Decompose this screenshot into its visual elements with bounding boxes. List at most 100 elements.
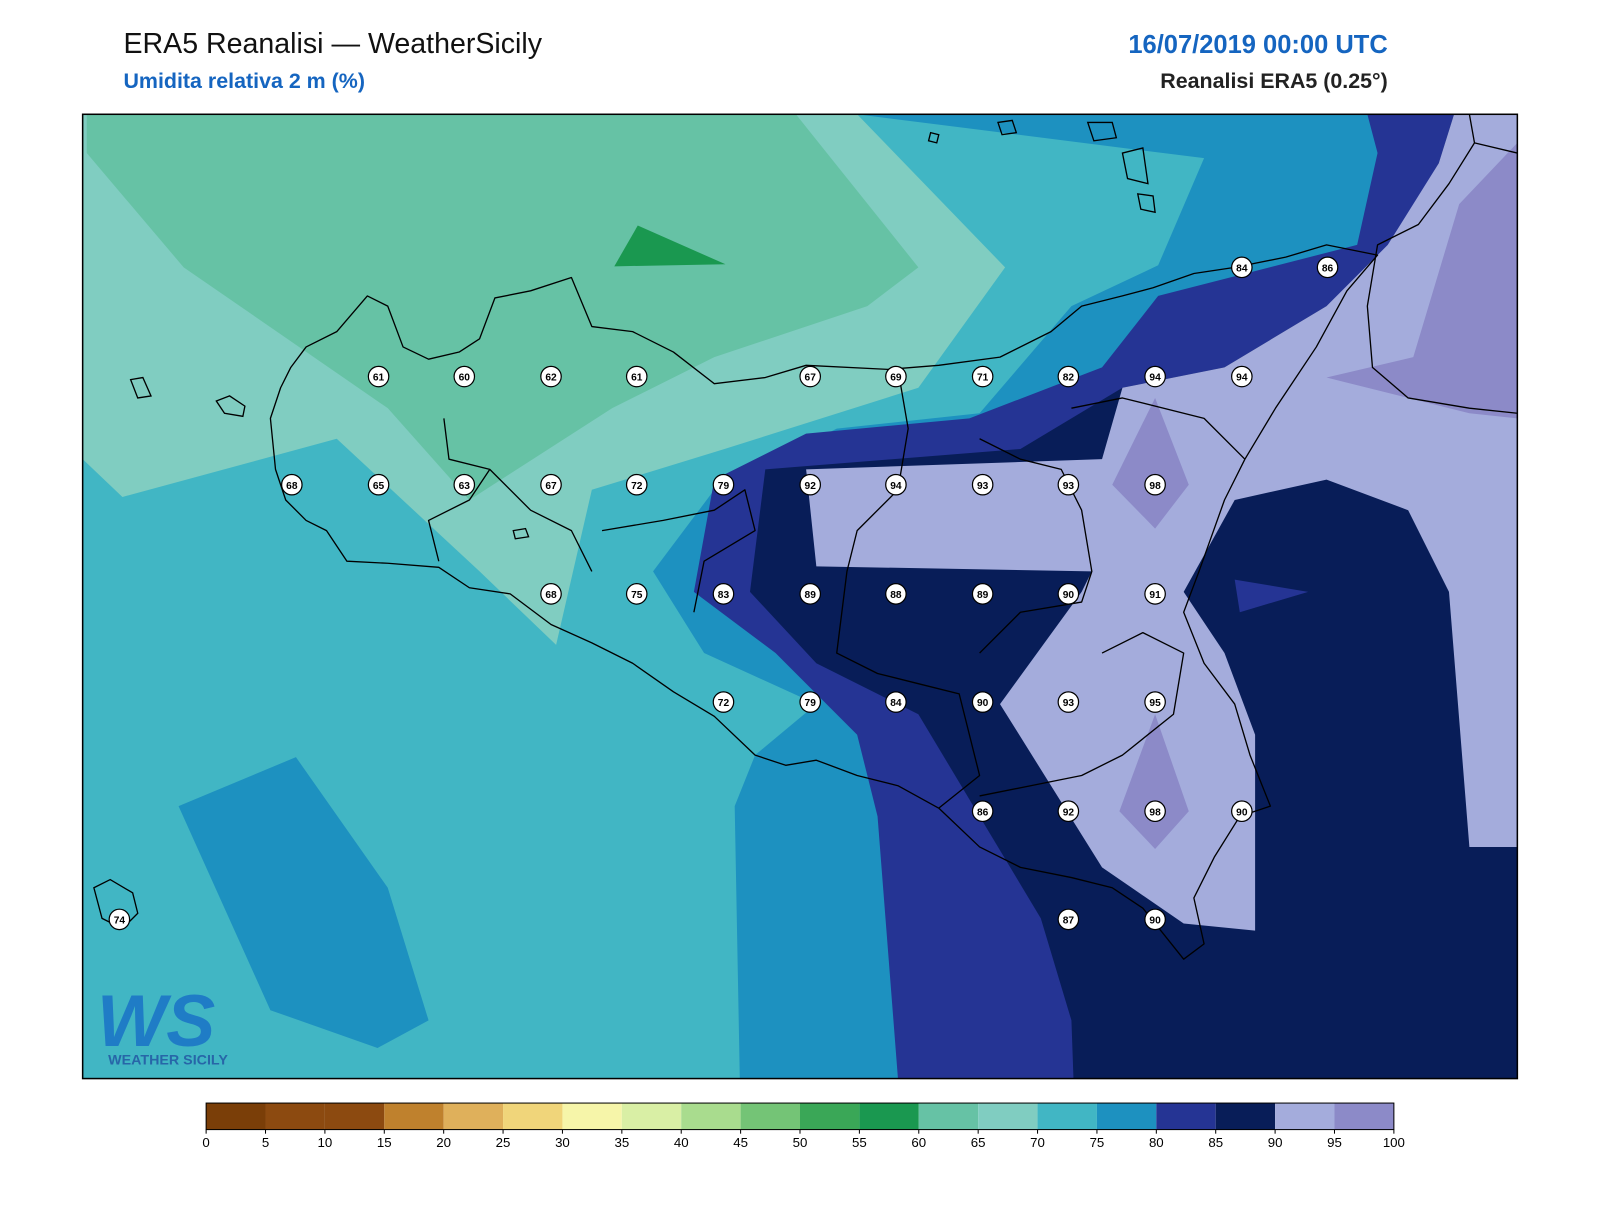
station-value: 95: [1149, 698, 1161, 709]
colorbar-segment: [324, 1103, 385, 1130]
station-marker: [1057, 473, 1080, 496]
colorbar-tick-label: 70: [1030, 1135, 1045, 1150]
field-80-85: [178, 757, 429, 1048]
coastlines: [93, 114, 1518, 960]
colorbar-segment: [1275, 1103, 1335, 1130]
station-value: 93: [977, 481, 989, 492]
station-marker: [1057, 583, 1080, 605]
station-value: 90: [1063, 590, 1075, 601]
colorbar-segment: [1334, 1103, 1394, 1130]
station-marker: [971, 473, 994, 496]
station-marker: [1231, 256, 1253, 279]
station-marker: [885, 691, 907, 713]
station-value: 84: [1236, 263, 1248, 274]
station-value: 83: [718, 590, 730, 601]
title: ERA5 Reanalisi — WeatherSicily: [123, 28, 542, 60]
colorbar-segment: [443, 1103, 504, 1130]
subtitle: Umidita relativa 2 m (%): [123, 69, 364, 93]
station-marker: [367, 473, 390, 496]
station-marker: [625, 473, 648, 496]
contour-fields: [82, 114, 1518, 1079]
station-marker: [712, 691, 735, 713]
colorbar-tick-label: 20: [436, 1135, 451, 1150]
station-marker: [1231, 365, 1253, 388]
colorbar-tick-label: 50: [793, 1135, 808, 1150]
colorbar-tick-label: 10: [318, 1135, 333, 1150]
station-value: 75: [631, 590, 643, 601]
station-value: 71: [977, 373, 989, 384]
colorbar-tick-label: 45: [733, 1135, 748, 1150]
colorbar-segment: [562, 1103, 622, 1130]
station-marker: [108, 908, 131, 931]
station-marker: [1057, 365, 1080, 388]
station-marker: [540, 365, 562, 388]
island: [93, 119, 1156, 930]
station-value: 94: [1236, 373, 1248, 384]
station-value: 72: [631, 481, 643, 492]
station-value: 89: [805, 590, 817, 601]
station-value: 94: [890, 481, 902, 492]
colorbar-segment: [621, 1103, 682, 1130]
station-marker: [1057, 908, 1080, 931]
station-value: 87: [1063, 915, 1075, 926]
station-marker: [625, 583, 648, 605]
station-value: 90: [1236, 807, 1248, 818]
station-value: 90: [1149, 915, 1161, 926]
station-value: 65: [373, 481, 385, 492]
colorbar-segment: [1096, 1103, 1157, 1130]
station-marker: [625, 365, 648, 388]
station-value: 86: [977, 807, 989, 818]
station-value: 62: [545, 373, 557, 384]
station-marker: [799, 365, 822, 388]
colorbar-segment: [384, 1103, 444, 1130]
colorbar-tick-label: 35: [614, 1135, 629, 1150]
colorbar-tick-label: 90: [1268, 1135, 1283, 1150]
station-value: 88: [890, 590, 902, 601]
station-marker: [1144, 583, 1166, 605]
station-marker: [799, 473, 822, 496]
station-value: 90: [977, 698, 989, 709]
station-value: 93: [1063, 481, 1075, 492]
sicily-coast: [269, 244, 1379, 960]
station-marker: [971, 691, 994, 713]
station-value: 61: [373, 373, 385, 384]
colorbar-tick-label: 15: [377, 1135, 392, 1150]
station-value: 63: [459, 481, 471, 492]
logo-mark: WS: [97, 979, 215, 1062]
station-marker: [1144, 908, 1166, 931]
colorbar: 0 5 10 15 20 25 30 35 40 45 50 55 60 65 70 75 80 85 90 95 10…: [202, 1102, 1405, 1150]
colorbar-tick-label: 80: [1149, 1135, 1164, 1150]
station-marker: [281, 473, 303, 496]
station-marker: [885, 583, 907, 605]
station-value: 79: [805, 698, 817, 709]
colorbar-tick-label: 95: [1327, 1135, 1342, 1150]
field-60-65: [86, 114, 919, 500]
station-marker: [1316, 256, 1339, 279]
station-value: 86: [1322, 263, 1334, 274]
colorbar-segment: [978, 1103, 1038, 1130]
station-marker: [971, 365, 994, 388]
colorbar-tick-label: 75: [1090, 1135, 1105, 1150]
station-marker: [453, 365, 476, 388]
station-marker: [1144, 800, 1166, 823]
colorbar-segment: [503, 1103, 563, 1130]
colorbar-segment: [1156, 1103, 1216, 1130]
station-value: 67: [545, 481, 557, 492]
map-frame: [81, 113, 1519, 1080]
colorbar-segment: [265, 1103, 325, 1130]
calabria-coast: [1366, 114, 1518, 414]
station-marker: [453, 473, 476, 496]
logo-text: WEATHER SICILY: [108, 1052, 228, 1068]
station-value: 79: [718, 481, 730, 492]
colorbar-tick-label: 30: [555, 1135, 570, 1150]
station-value: 74: [114, 915, 126, 926]
colorbar-segment: [1037, 1103, 1097, 1130]
station-layer: 84 86 61 60 62 61 67 69 71 82 94 94 68 65 63 67 72 79 92 94…: [108, 256, 1339, 931]
station-marker: [799, 583, 822, 605]
colorbar-segment: [206, 1103, 266, 1130]
field-55-60: [614, 225, 726, 267]
colorbar-segment: [859, 1103, 919, 1130]
station-marker: [1057, 800, 1080, 823]
colorbar-segment: [681, 1103, 741, 1130]
